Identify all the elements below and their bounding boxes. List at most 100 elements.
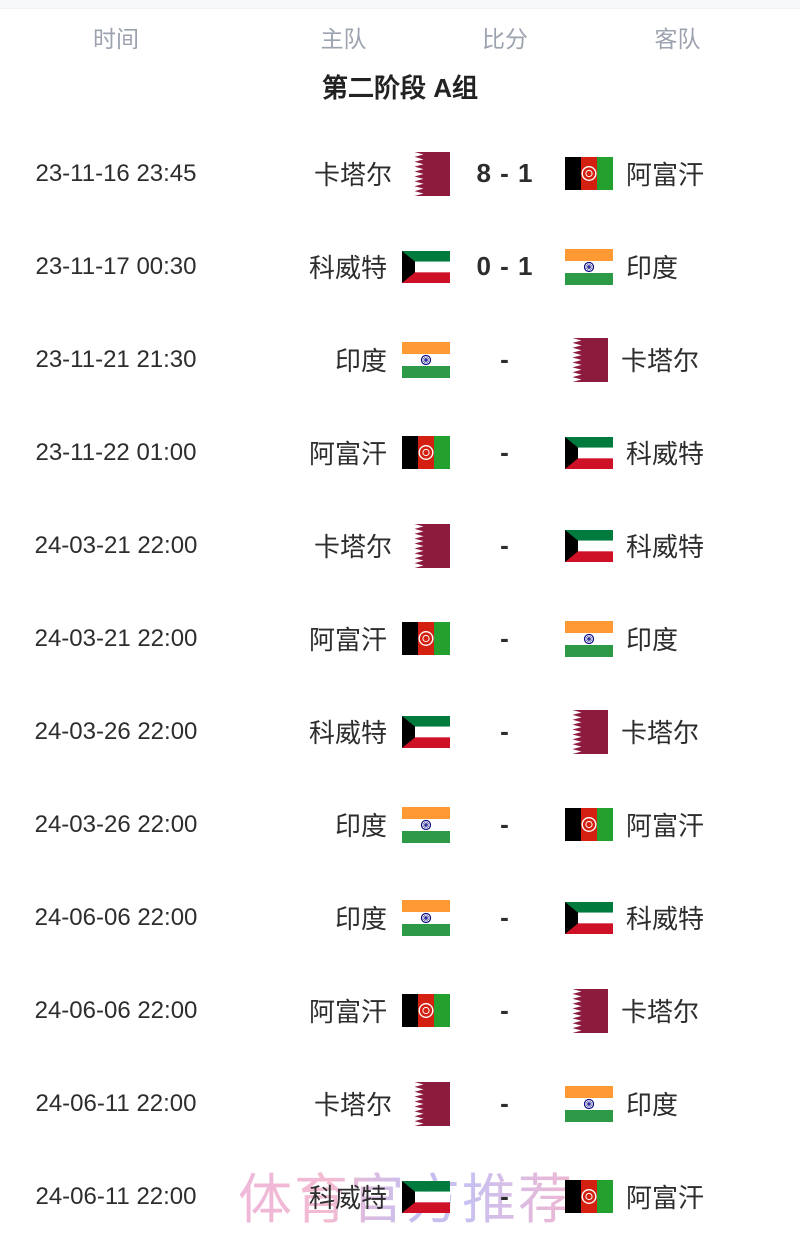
india-flag-icon xyxy=(565,1085,613,1122)
home-team-name: 阿富汗 xyxy=(308,439,387,469)
afghanistan-flag-icon xyxy=(565,1180,613,1213)
qatar-flag-icon xyxy=(407,1081,450,1126)
match-time: 24-06-11 22:00 xyxy=(35,1089,197,1117)
away-team-name: 科威特 xyxy=(626,439,705,469)
kuwait-flag-icon xyxy=(402,250,450,283)
match-row[interactable]: 23-11-17 00:30 科威特 0 - 1 印度 xyxy=(0,220,800,313)
away-cell: 卡塔尔 xyxy=(555,988,800,1033)
column-header-home: 主队 xyxy=(320,26,367,52)
match-row[interactable]: 24-06-11 22:00 科威特 - 阿富汗 xyxy=(0,1150,800,1233)
match-score: 8 - 1 xyxy=(476,158,534,188)
match-row[interactable]: 24-06-11 22:00 卡塔尔 - 印度 xyxy=(0,1057,800,1150)
away-team-name: 卡塔尔 xyxy=(621,346,700,376)
match-score: - xyxy=(500,530,510,560)
match-row[interactable]: 24-06-06 22:00 阿富汗 - 卡塔尔 xyxy=(0,964,800,1057)
kuwait-flag-icon xyxy=(565,901,613,934)
match-row[interactable]: 24-03-26 22:00 科威特 - 卡塔尔 xyxy=(0,685,800,778)
india-flag-icon xyxy=(565,248,613,285)
home-cell: 科威特 xyxy=(232,1178,455,1215)
match-score: - xyxy=(500,344,510,374)
group-title: 第二阶段 A组 xyxy=(321,73,478,103)
match-time: 24-03-21 22:00 xyxy=(34,531,198,559)
kuwait-flag-icon xyxy=(565,529,613,562)
home-cell: 印度 xyxy=(232,806,455,843)
afghanistan-flag-icon xyxy=(565,157,613,190)
match-row[interactable]: 24-03-21 22:00 卡塔尔 - 科威特 xyxy=(0,499,800,592)
match-score: - xyxy=(500,1181,510,1211)
top-strip xyxy=(0,0,800,9)
home-team-name: 卡塔尔 xyxy=(313,532,392,562)
away-cell: 阿富汗 xyxy=(555,155,800,192)
away-cell: 科威特 xyxy=(555,527,800,564)
away-team-name: 阿富汗 xyxy=(626,1183,705,1213)
india-flag-icon xyxy=(402,899,450,936)
column-header-score: 比分 xyxy=(482,26,528,52)
match-score: - xyxy=(500,995,510,1025)
away-team-name: 阿富汗 xyxy=(626,160,705,190)
home-cell: 科威特 xyxy=(232,248,455,285)
kuwait-flag-icon xyxy=(402,715,450,748)
home-team-name: 科威特 xyxy=(308,253,387,283)
home-team-name: 印度 xyxy=(334,904,387,934)
away-team-name: 印度 xyxy=(626,253,679,283)
afghanistan-flag-icon xyxy=(402,994,450,1027)
column-header-away: 客队 xyxy=(654,26,701,52)
kuwait-flag-icon xyxy=(402,1180,450,1213)
home-team-name: 科威特 xyxy=(308,1183,387,1213)
match-time: 24-03-26 22:00 xyxy=(34,810,198,838)
away-cell: 科威特 xyxy=(555,899,800,936)
away-cell: 印度 xyxy=(555,1085,800,1122)
home-cell: 科威特 xyxy=(232,713,455,750)
match-row[interactable]: 24-03-26 22:00 印度 - 阿富汗 xyxy=(0,778,800,871)
home-team-name: 卡塔尔 xyxy=(313,1090,392,1120)
match-time: 24-06-06 22:00 xyxy=(34,996,198,1024)
home-cell: 卡塔尔 xyxy=(232,151,455,196)
away-team-name: 卡塔尔 xyxy=(621,997,700,1027)
home-cell: 印度 xyxy=(232,341,455,378)
match-score: - xyxy=(500,809,510,839)
home-cell: 阿富汗 xyxy=(232,434,455,471)
away-team-name: 科威特 xyxy=(626,904,705,934)
afghanistan-flag-icon xyxy=(402,436,450,469)
match-time: 24-06-11 22:00 xyxy=(35,1182,197,1210)
home-team-name: 阿富汗 xyxy=(308,997,387,1027)
match-time: 24-03-21 22:00 xyxy=(34,624,198,652)
qatar-flag-icon xyxy=(565,337,608,382)
away-cell: 印度 xyxy=(555,248,800,285)
home-cell: 阿富汗 xyxy=(232,620,455,657)
afghanistan-flag-icon xyxy=(565,808,613,841)
away-cell: 阿富汗 xyxy=(555,806,800,843)
away-cell: 印度 xyxy=(555,620,800,657)
match-time: 24-06-06 22:00 xyxy=(34,903,198,931)
match-list: 23-11-16 23:45 卡塔尔 8 - 1 阿富汗 23-11-17 00… xyxy=(0,127,800,1233)
qatar-flag-icon xyxy=(407,523,450,568)
match-row[interactable]: 23-11-21 21:30 印度 - 卡塔尔 xyxy=(0,313,800,406)
away-team-name: 印度 xyxy=(626,625,679,655)
column-header-time: 时间 xyxy=(93,26,139,52)
match-row[interactable]: 24-03-21 22:00 阿富汗 - 印度 xyxy=(0,592,800,685)
away-team-name: 阿富汗 xyxy=(626,811,705,841)
home-team-name: 印度 xyxy=(334,811,387,841)
home-cell: 卡塔尔 xyxy=(232,523,455,568)
home-team-name: 阿富汗 xyxy=(308,625,387,655)
match-score: - xyxy=(500,623,510,653)
match-score: - xyxy=(500,902,510,932)
qatar-flag-icon xyxy=(565,709,608,754)
home-team-name: 卡塔尔 xyxy=(313,160,392,190)
match-time: 23-11-22 01:00 xyxy=(35,438,197,466)
home-cell: 阿富汗 xyxy=(232,992,455,1029)
qatar-flag-icon xyxy=(565,988,608,1033)
match-score: - xyxy=(500,1088,510,1118)
match-time: 24-03-26 22:00 xyxy=(34,717,198,745)
home-team-name: 印度 xyxy=(334,346,387,376)
away-cell: 卡塔尔 xyxy=(555,709,800,754)
match-score: - xyxy=(500,437,510,467)
away-team-name: 印度 xyxy=(626,1090,679,1120)
away-cell: 科威特 xyxy=(555,434,800,471)
india-flag-icon xyxy=(565,620,613,657)
match-row[interactable]: 23-11-22 01:00 阿富汗 - 科威特 xyxy=(0,406,800,499)
match-row[interactable]: 24-06-06 22:00 印度 - 科威特 xyxy=(0,871,800,964)
match-row[interactable]: 23-11-16 23:45 卡塔尔 8 - 1 阿富汗 xyxy=(0,127,800,220)
qatar-flag-icon xyxy=(407,151,450,196)
